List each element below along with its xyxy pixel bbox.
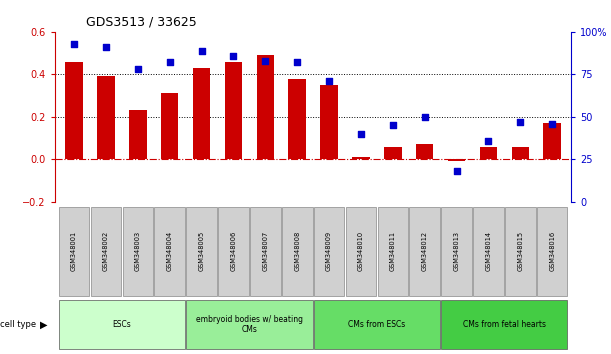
Bar [511,147,529,159]
FancyBboxPatch shape [250,207,280,296]
FancyBboxPatch shape [59,207,89,296]
Bar [257,55,274,159]
Bar [65,62,83,159]
FancyBboxPatch shape [186,300,312,349]
Text: cell type: cell type [0,320,36,329]
Text: GSM348005: GSM348005 [199,231,205,272]
Text: GSM348016: GSM348016 [549,231,555,272]
FancyBboxPatch shape [314,207,345,296]
Text: GSM348006: GSM348006 [230,231,236,272]
Bar [384,147,401,159]
Bar [543,123,561,159]
FancyBboxPatch shape [409,207,440,296]
Text: GSM348015: GSM348015 [518,231,523,272]
FancyBboxPatch shape [378,207,408,296]
Point [229,53,238,58]
Bar [129,110,147,159]
Point [388,122,398,128]
Bar [225,62,242,159]
FancyBboxPatch shape [155,207,185,296]
Point [547,121,557,126]
Point [165,59,175,65]
Text: CMs from ESCs: CMs from ESCs [348,320,406,329]
Bar [97,76,115,159]
Text: GSM348002: GSM348002 [103,231,109,272]
Bar [320,85,338,159]
FancyBboxPatch shape [186,207,217,296]
Text: GSM348004: GSM348004 [167,231,173,272]
Text: GSM348001: GSM348001 [71,231,77,272]
FancyBboxPatch shape [90,207,121,296]
FancyBboxPatch shape [537,207,568,296]
Bar [288,79,306,159]
FancyBboxPatch shape [59,300,185,349]
Point [420,114,430,120]
FancyBboxPatch shape [346,207,376,296]
FancyBboxPatch shape [441,300,568,349]
Point [452,169,461,174]
Point [69,41,79,47]
Text: ESCs: ESCs [112,320,131,329]
FancyBboxPatch shape [505,207,536,296]
FancyBboxPatch shape [282,207,312,296]
Text: GDS3513 / 33625: GDS3513 / 33625 [86,15,196,28]
Text: GSM348013: GSM348013 [453,232,459,271]
FancyBboxPatch shape [473,207,503,296]
FancyBboxPatch shape [218,207,249,296]
Text: GSM348008: GSM348008 [295,231,300,272]
FancyBboxPatch shape [441,207,472,296]
Text: GSM348007: GSM348007 [262,231,268,272]
Point [356,131,366,137]
Text: GSM348009: GSM348009 [326,231,332,272]
Bar [161,93,178,159]
Point [324,78,334,84]
Text: GSM348011: GSM348011 [390,232,396,271]
Bar [352,157,370,159]
Bar [193,68,210,159]
Text: embryoid bodies w/ beating
CMs: embryoid bodies w/ beating CMs [196,315,303,335]
Text: GSM348012: GSM348012 [422,231,428,272]
Point [260,58,270,64]
FancyBboxPatch shape [123,207,153,296]
FancyBboxPatch shape [314,300,440,349]
Text: ▶: ▶ [40,320,48,330]
Point [133,67,143,72]
Text: GSM348014: GSM348014 [485,231,491,272]
Point [197,48,207,53]
Text: GSM348010: GSM348010 [358,231,364,272]
Text: GSM348003: GSM348003 [135,231,141,272]
Bar [448,159,466,161]
Point [101,44,111,50]
Bar [416,144,433,159]
Point [483,138,493,143]
Point [516,119,525,125]
Text: CMs from fetal hearts: CMs from fetal hearts [463,320,546,329]
Bar [480,147,497,159]
Point [292,59,302,65]
